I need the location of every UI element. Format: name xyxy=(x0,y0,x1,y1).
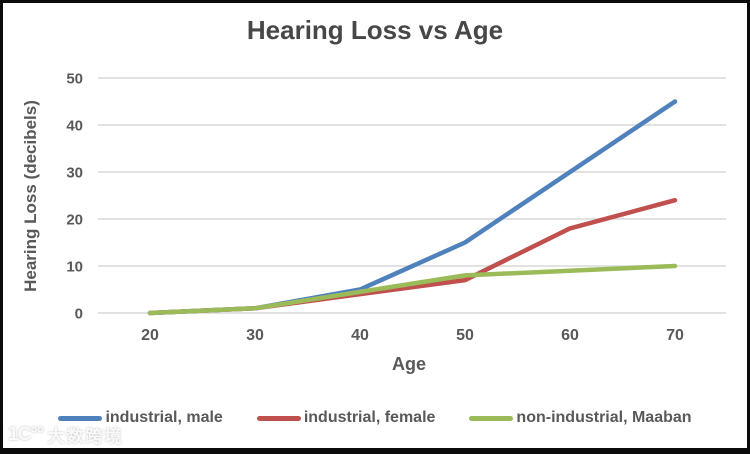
y-tick-label: 30 xyxy=(66,165,83,182)
legend-swatch-industrial-male xyxy=(58,415,103,421)
y-tick-label: 20 xyxy=(66,212,83,229)
legend-swatch-non-industrial-maaban xyxy=(469,415,514,421)
x-tick-label: 70 xyxy=(666,327,684,344)
chart-title: Hearing Loss vs Age xyxy=(246,15,504,45)
x-axis-title: Age xyxy=(391,354,427,374)
plot-area: 0 10 20 30 40 50 20 30 40 50 60 70 xyxy=(66,71,726,344)
legend-swatch-industrial-female xyxy=(256,415,301,421)
x-tick-label: 30 xyxy=(246,327,264,344)
y-tick-label: 0 xyxy=(75,306,83,323)
legend-label: industrial, male xyxy=(105,409,223,426)
x-tick-label: 60 xyxy=(561,327,579,344)
series-line-industrial-female xyxy=(147,197,678,316)
legend-entry-industrial-female: industrial, female xyxy=(256,409,436,427)
x-tick-label: 40 xyxy=(351,327,369,344)
y-tick-label: 40 xyxy=(66,118,83,135)
legend-label: industrial, female xyxy=(303,409,436,426)
series-line-non-industrial-maaban xyxy=(147,263,678,316)
legend-label: non-industrial, Maaban xyxy=(516,409,692,426)
x-tick-label: 50 xyxy=(456,327,474,344)
legend-entry-industrial-male: industrial, male xyxy=(58,409,223,427)
series-line-industrial-male xyxy=(147,99,678,316)
legend: industrial, male industrial, female non-… xyxy=(3,409,747,427)
legend-entry-non-industrial-maaban: non-industrial, Maaban xyxy=(469,409,692,427)
x-tick-label: 20 xyxy=(141,327,159,344)
y-tick-label: 50 xyxy=(66,71,83,88)
y-tick-label: 10 xyxy=(66,259,83,276)
